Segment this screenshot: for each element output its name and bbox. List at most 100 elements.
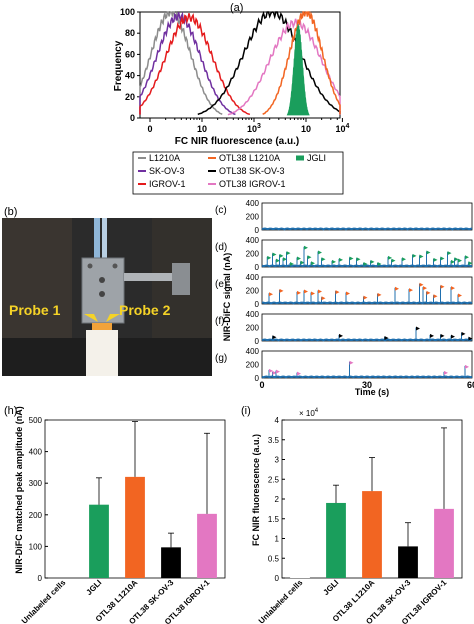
trace-peak-marker: [409, 288, 413, 293]
h-ytick-label: 0: [38, 574, 43, 583]
a-xtick-label: 104: [335, 123, 349, 134]
trace-peak-marker: [279, 253, 284, 258]
h-ytick-label: 100: [29, 542, 43, 551]
i-category-label: JGLI: [321, 578, 340, 597]
trace-peak-marker: [276, 258, 280, 263]
trace-peak-marker: [430, 333, 434, 338]
trace-ytick-label: 200: [246, 361, 260, 370]
h-ytick-label: 500: [29, 416, 43, 425]
trace-peak-marker: [440, 256, 445, 261]
a-series-sk-ov-3: [139, 11, 236, 116]
trace-peak-marker: [458, 293, 462, 298]
a-series-jgli: [286, 24, 310, 116]
trace-peak-marker: [451, 259, 455, 264]
trace-peak-marker: [468, 336, 473, 341]
a-xtick-label: 10: [301, 124, 311, 134]
trace-ytick-label: 400: [246, 310, 260, 319]
panel-h-letter: (h): [4, 405, 17, 417]
panel-cg-ylabel: NIR-DiFC signal (nA): [222, 253, 232, 342]
panel-h-ylabel: NIR-DiFC matched peak amplitude (nA): [14, 406, 24, 574]
trace-peak-marker: [356, 257, 361, 262]
trace-peak-marker: [297, 371, 301, 376]
panel-b-letter: (b): [4, 206, 18, 218]
trace-xtick-label: 30: [362, 380, 372, 390]
panel-a-ylabel: Frequency: [113, 40, 124, 91]
trace-peak-marker: [388, 255, 392, 260]
trace-peak-marker: [465, 255, 469, 260]
i-ytick-label: 3.5: [268, 436, 280, 445]
a-ytick-label: 20: [125, 92, 135, 102]
trace-peak-marker: [363, 261, 368, 266]
i-ytick-label: 3: [275, 456, 280, 465]
a-legend-label: OTL38 SK-OV-3: [219, 166, 285, 176]
trace-peak-marker: [349, 360, 354, 365]
trace-baseline: [261, 227, 473, 231]
a-legend-label: SK-OV-3: [149, 166, 185, 176]
trace-peak-marker: [465, 364, 469, 369]
trace-baseline: [261, 338, 473, 342]
panel-i-multiplier-exp: 4: [315, 408, 319, 414]
trace-peak-marker: [267, 255, 272, 260]
a-xtick-label: 0: [147, 124, 152, 134]
h-bar: [161, 547, 181, 578]
i-ytick-label: 4: [275, 416, 280, 425]
i-bar: [398, 546, 418, 578]
i-ytick-label: 1.5: [268, 515, 280, 524]
probe-photo: Probe 1 Probe 2: [2, 218, 212, 376]
trace-ytick-label: 200: [246, 250, 260, 259]
panel-a-plot-frame: [139, 11, 341, 119]
trace-peak-marker: [321, 296, 326, 301]
trace-peak-marker: [335, 290, 340, 295]
a-series-otl38-l1210a: [262, 11, 341, 115]
trace-peak-marker: [451, 286, 455, 291]
trace-panel-letter: (g): [215, 353, 227, 364]
trace-baseline: [261, 375, 473, 379]
h-ytick-label: 300: [29, 479, 43, 488]
trace-peak-marker: [377, 292, 382, 297]
a-xtick-exponent: 3: [257, 123, 261, 130]
trace-peak-marker: [433, 257, 438, 262]
trace-peak-marker: [300, 260, 305, 265]
trace-peak-marker: [318, 289, 322, 294]
trace-peak-marker: [272, 370, 277, 375]
panel-cg-chart: NIR-DiFC signal (nA) (c) 0 200 400 (d) 0 200 40…: [215, 199, 474, 397]
h-category-label: Unlabeled cells: [20, 578, 68, 624]
trace-peak-marker: [304, 245, 308, 250]
trace-peak-marker: [451, 334, 455, 339]
h-ytick-label: 200: [29, 511, 43, 520]
h-category-label: JGLI: [84, 578, 103, 597]
h-ytick-label: 400: [29, 448, 43, 457]
a-legend-label: OTL38 L1210A: [219, 153, 280, 163]
trace-peak-marker: [461, 331, 466, 336]
a-legend-label: IGROV-1: [149, 179, 186, 189]
trace-peak-marker: [395, 286, 399, 291]
a-xtick-label: 103: [247, 123, 261, 134]
trace-peak-marker: [346, 291, 350, 296]
h-bar: [197, 513, 217, 578]
panel-i-ylabel: FC NIR fluorescence (a.u.): [251, 434, 261, 546]
trace-peak-marker: [311, 291, 315, 296]
trace-peak-marker: [419, 254, 424, 259]
trace-xtick-label: 60: [467, 380, 474, 390]
a-ytick-label: 40: [125, 71, 135, 81]
panel-a-letter: (a): [230, 2, 243, 14]
trace-peak-marker: [297, 256, 301, 261]
trace-peak-marker: [269, 368, 273, 373]
trace-peak-marker: [272, 252, 277, 257]
probe-1-arrow: [84, 314, 98, 322]
a-series-otl38-sk-ov-3: [197, 10, 341, 116]
i-bar: [290, 577, 310, 578]
i-ytick-label: 0.5: [268, 554, 280, 563]
panel-i-letter: (i): [241, 405, 251, 417]
h-bar: [125, 476, 145, 578]
trace-panel-letter: (e): [215, 279, 227, 290]
trace-peak-marker: [307, 255, 312, 260]
a-legend-label: L1210A: [149, 153, 180, 163]
trace-peak-marker: [339, 333, 343, 338]
panel-i-chart: (i) FC NIR fluorescence (a.u.) × 104 0 0.…: [241, 405, 463, 624]
trace-peak-marker: [297, 290, 301, 295]
trace-ytick-label: 400: [246, 273, 260, 282]
trace-ytick-label: 0: [255, 337, 260, 346]
trace-xtick-label: 0: [259, 380, 264, 390]
trace-peak-marker: [423, 286, 427, 291]
